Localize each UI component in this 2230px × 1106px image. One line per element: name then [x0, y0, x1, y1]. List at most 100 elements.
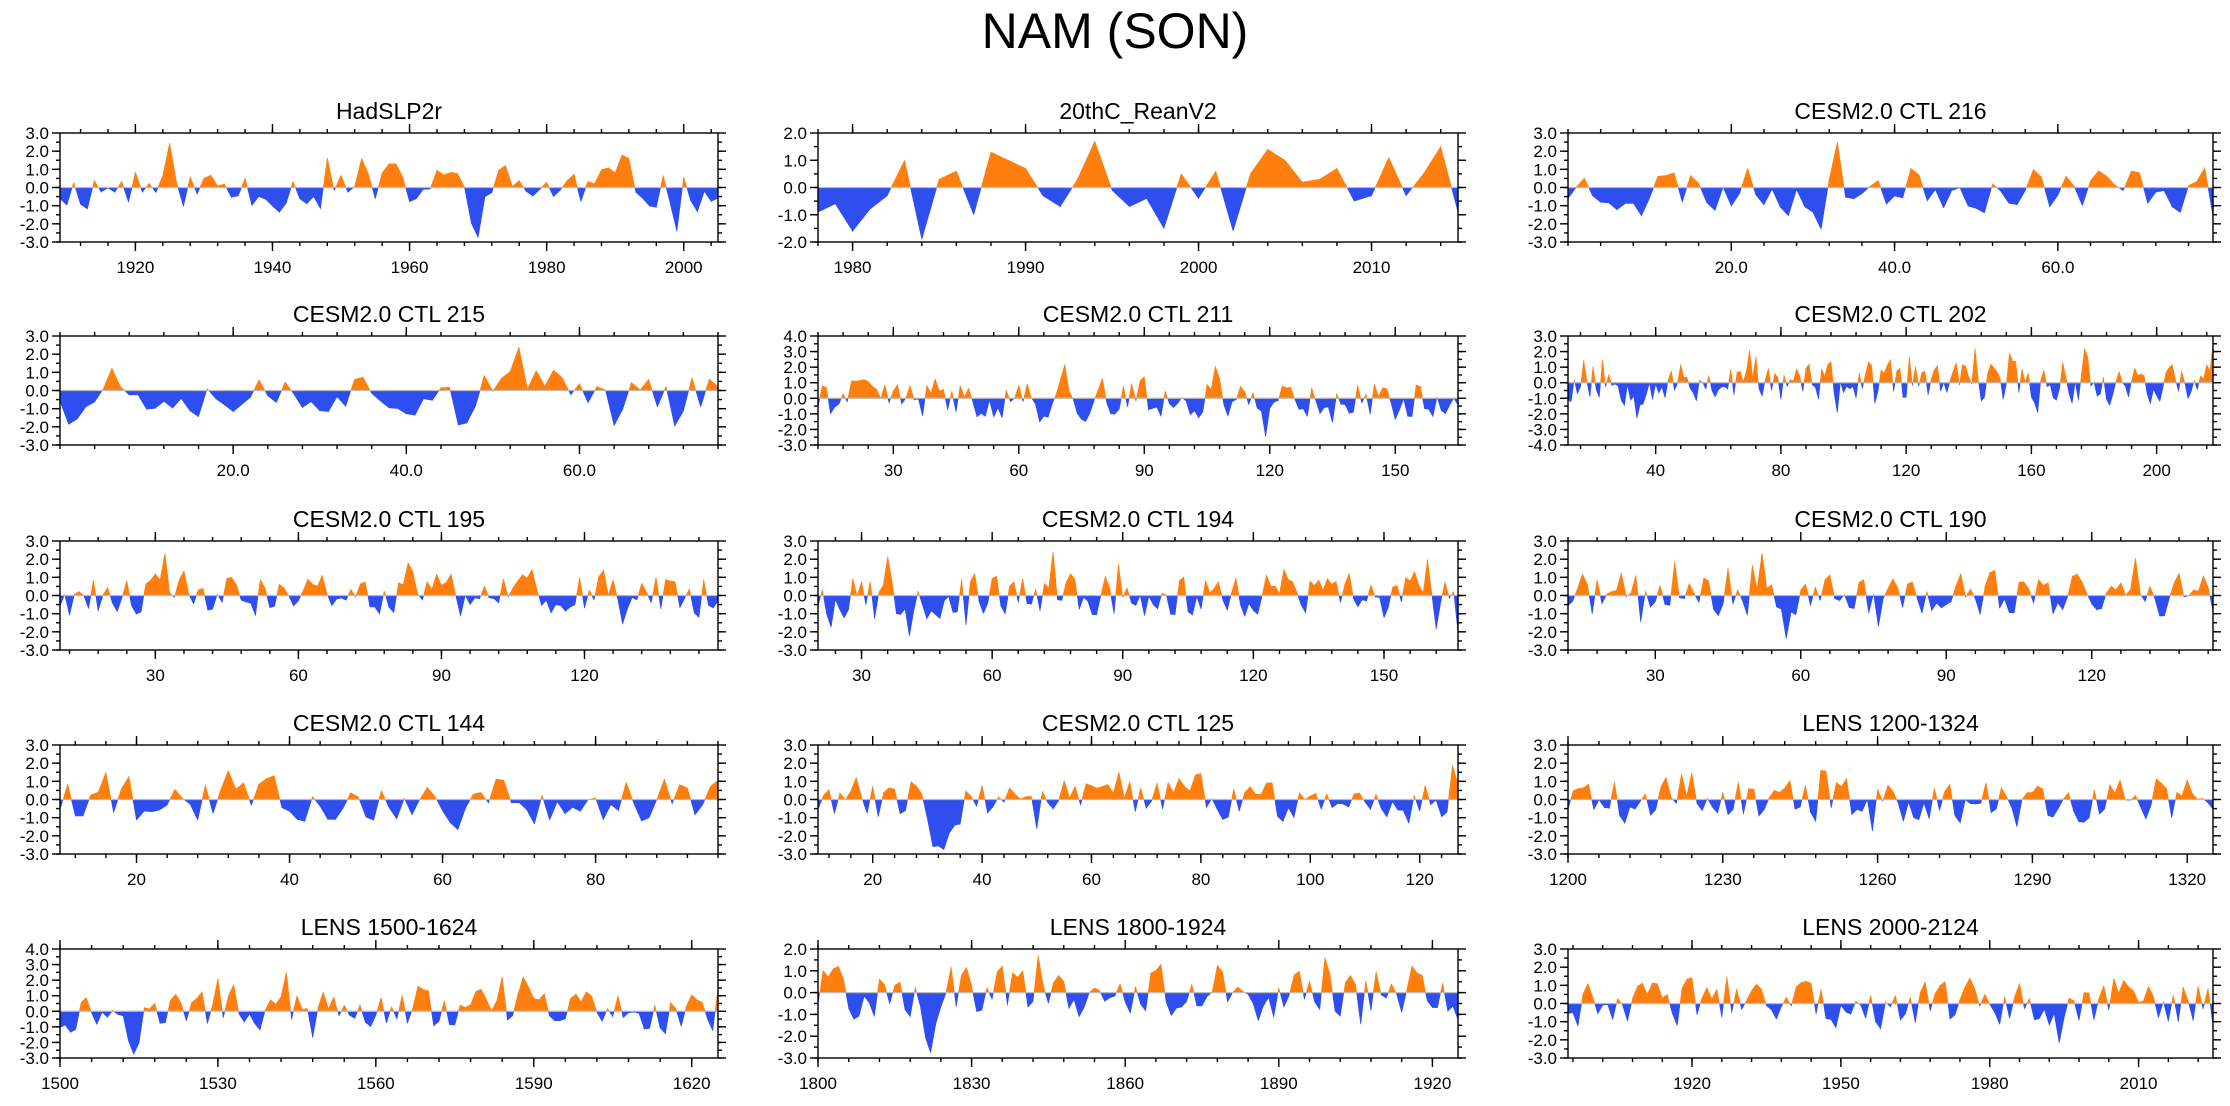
x-tick-label: 60.0	[2041, 258, 2074, 277]
y-tick-label: 2.0	[1533, 343, 1557, 362]
y-tick-label: -1.0	[1528, 197, 1557, 216]
chart-title: CESM2.0 CTL 194	[1042, 506, 1234, 532]
y-tick-label: -3.0	[20, 1049, 49, 1068]
y-tick-label: -1.0	[778, 605, 807, 624]
chart-title: CESM2.0 CTL 215	[293, 301, 485, 327]
y-tick-label: -1.0	[778, 405, 807, 424]
positive-area	[1581, 976, 2211, 1004]
y-tick-label: 0.0	[25, 382, 49, 401]
chart-title: CESM2.0 CTL 211	[1043, 301, 1233, 327]
positive-area	[1570, 769, 2205, 800]
y-tick-label: 1.0	[25, 772, 49, 791]
chart-panel: 3.02.01.00.0-1.0-2.0-3.0 1200 1230 1260 1290…	[1528, 710, 2221, 889]
x-tick-label: 160	[2017, 461, 2045, 480]
positive-area	[79, 972, 719, 1012]
x-tick-label: 1200	[1549, 870, 1587, 889]
y-tick-label: 3.0	[25, 124, 49, 143]
x-tick-label: 100	[1296, 870, 1324, 889]
x-tick-label: 60	[1082, 870, 1101, 889]
y-tick-label: -2.0	[1528, 827, 1557, 846]
x-tick-label: 1320	[2168, 870, 2206, 889]
positive-area	[1574, 552, 2211, 596]
y-tick-label: 0.0	[25, 791, 49, 810]
chart-title: CESM2.0 CTL 190	[1794, 506, 1986, 532]
x-tick-label: 30	[884, 461, 903, 480]
x-tick-label: 1990	[1007, 258, 1045, 277]
x-tick-label: 120	[570, 666, 598, 685]
positive-area	[821, 765, 1459, 800]
y-tick-label: 2.0	[25, 142, 49, 161]
x-tick-label: 40	[973, 870, 992, 889]
y-tick-label: 3.0	[25, 956, 49, 975]
negative-area	[1567, 382, 2200, 419]
x-tick-label: 40.0	[1878, 258, 1911, 277]
x-tick-label: 1980	[528, 258, 566, 277]
x-tick-label: 150	[1381, 461, 1409, 480]
chart-panel: 4.03.02.01.00.0-1.0-2.0-3.0 30 60 90 120 150 C…	[778, 301, 1466, 480]
x-tick-label: 2000	[1180, 258, 1218, 277]
x-tick-label: 1260	[1859, 870, 1897, 889]
y-tick-label: 1.0	[783, 151, 807, 170]
chart-title: CESM2.0 CTL 202	[1794, 301, 1986, 327]
y-tick-label: 2.0	[25, 550, 49, 569]
x-tick-label: 120	[2078, 666, 2106, 685]
y-tick-label: 4.0	[25, 940, 49, 959]
y-tick-label: -3.0	[1528, 233, 1557, 252]
y-tick-label: 3.0	[1533, 124, 1557, 143]
positive-area	[1575, 142, 2209, 188]
y-tick-label: 2.0	[1533, 142, 1557, 161]
negative-area	[1567, 595, 2214, 639]
y-tick-label: 2.0	[783, 754, 807, 773]
chart-panel: 3.02.01.00.0-1.0-2.0-3.0 1920 1940 1960 1980…	[20, 98, 726, 277]
x-tick-label: 2000	[665, 258, 703, 277]
y-tick-label: -2.0	[20, 827, 49, 846]
y-tick-label: -2.0	[1528, 215, 1557, 234]
positive-area	[890, 141, 1452, 188]
y-tick-label: 1.0	[1533, 772, 1557, 791]
y-tick-label: -1.0	[20, 1018, 49, 1037]
negative-area	[1567, 799, 2214, 832]
negative-area	[59, 187, 719, 238]
x-tick-label: 60	[1791, 666, 1810, 685]
negative-area	[817, 398, 1459, 437]
y-tick-label: 3.0	[1533, 532, 1557, 551]
y-tick-label: -3.0	[778, 1049, 807, 1068]
y-tick-label: 1.0	[1533, 568, 1557, 587]
y-tick-label: -2.0	[778, 420, 807, 439]
chart-title: CESM2.0 CTL 216	[1794, 98, 1986, 124]
y-tick-label: -3.0	[20, 845, 49, 864]
x-tick-label: 30	[852, 666, 871, 685]
y-tick-label: -2.0	[20, 215, 49, 234]
x-tick-label: 90	[432, 666, 451, 685]
y-tick-label: 1.0	[783, 772, 807, 791]
x-tick-label: 80	[1191, 870, 1210, 889]
positive-area	[819, 955, 1445, 993]
positive-area	[1573, 343, 2214, 383]
x-tick-label: 1920	[1673, 1074, 1711, 1093]
chart-title: LENS 1500-1624	[301, 914, 478, 940]
chart-panel: 3.02.01.00.0-1.0-2.0-3.0 30 60 90 120 150 CESM…	[778, 506, 1466, 685]
chart-panel: 2.0 1.0 0.0 -1.0 -2.0 -3.0 1800 1830 1860 1890 192…	[778, 914, 1466, 1093]
y-tick-label: -1.0	[1528, 389, 1557, 408]
x-tick-label: 1830	[953, 1074, 991, 1093]
positive-area	[71, 142, 688, 188]
x-tick-label: 1620	[673, 1074, 711, 1093]
y-tick-label: 3.0	[25, 532, 49, 551]
y-tick-label: 2.0	[783, 124, 807, 143]
x-tick-label: 1920	[1413, 1074, 1451, 1093]
y-tick-label: -3.0	[778, 641, 807, 660]
negative-area	[817, 799, 1449, 851]
y-tick-label: 3.0	[25, 327, 49, 346]
x-tick-label: 1530	[199, 1074, 237, 1093]
x-tick-label: 150	[1370, 666, 1398, 685]
y-tick-label: 1.0	[25, 160, 49, 179]
chart-title: 20thC_ReanV2	[1059, 98, 1216, 124]
chart-panel: 3.02.01.00.0-1.0-2.0-3.0 30 60 90 120 CESM2.0…	[20, 506, 726, 685]
y-tick-label: -3.0	[20, 436, 49, 455]
chart-panel: 3.02.01.00.0-1.0-2.0-3.0 20 40 60 80 CESM2.0 …	[20, 710, 726, 889]
y-tick-label: 1.0	[1533, 358, 1557, 377]
chart-panel: 3.02.01.00.0-1.0-2.0-3.0 20.0 40.0 60.0 CESM…	[20, 301, 726, 480]
chart-title: LENS 1200-1324	[1802, 710, 1979, 736]
y-tick-label: 2.0	[25, 754, 49, 773]
